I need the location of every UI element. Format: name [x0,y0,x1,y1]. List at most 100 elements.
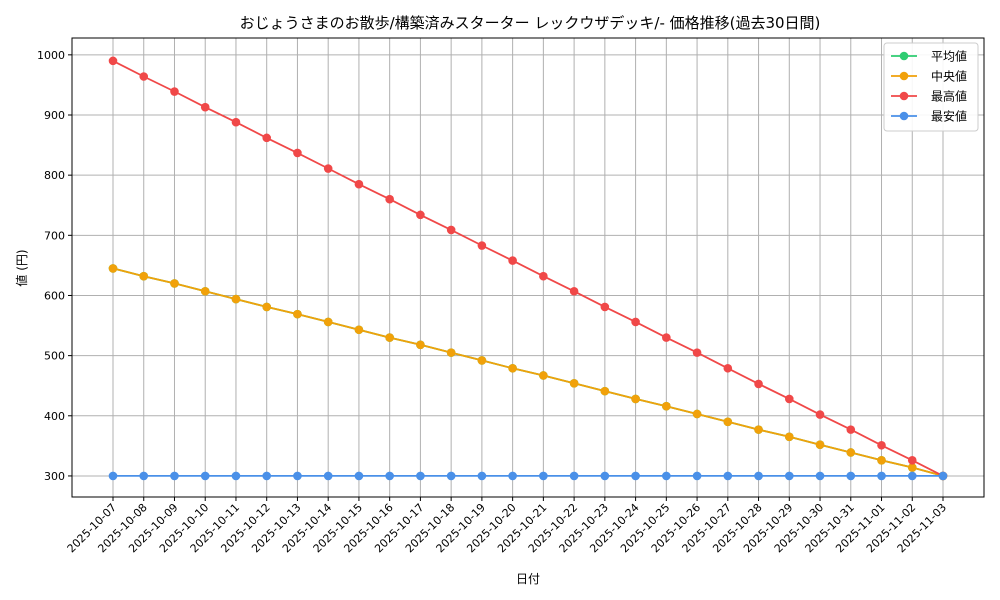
data-point [877,471,886,481]
data-point [385,333,394,342]
y-tick-label: 700 [44,229,65,242]
data-point [539,471,548,481]
data-point [631,317,640,327]
data-point [231,117,241,127]
data-point [600,471,610,481]
data-point [877,456,886,465]
data-point [907,463,917,472]
data-point [539,371,548,380]
data-point [723,471,733,481]
legend-label: 中央値 [931,69,967,84]
data-point [200,102,210,112]
data-point [323,317,333,327]
data-point [231,294,241,304]
data-point [846,471,856,481]
series-3 [108,471,948,481]
data-point [354,179,364,189]
legend-marker [899,51,909,61]
plot-frame [71,37,985,498]
y-tick-label: 300 [44,470,65,483]
data-point [784,471,794,481]
data-point [477,356,487,365]
data-point [416,471,425,481]
data-point [938,471,948,481]
data-point [662,471,671,481]
data-point [446,348,456,357]
y-tick-label: 800 [44,169,65,182]
chart-title: おじょうさまのお散歩/構築済みスターター レックウザデッキ/- 価格推移(過去3… [240,14,821,32]
data-point [293,148,302,158]
y-tick-label: 500 [44,350,65,363]
y-tick-label: 900 [44,109,65,122]
data-point [692,471,702,481]
data-point [784,394,794,404]
data-point [262,302,272,312]
series-line [112,267,944,477]
data-point [416,210,425,220]
data-point [692,409,702,419]
legend-label: 平均値 [931,49,967,64]
data-point [754,471,763,481]
series-line [112,60,944,477]
legend-box [883,42,979,132]
data-point [293,471,302,481]
y-tick-label: 400 [44,410,65,423]
series-1 [108,264,948,481]
series-2 [108,56,948,481]
data-point [446,225,456,235]
data-point [262,133,272,143]
x-axis: 2025-10-072025-10-082025-10-092025-10-10… [65,497,949,555]
data-point [323,164,333,173]
data-point [200,471,210,481]
data-point [539,271,548,281]
data-point [385,194,394,204]
data-point [723,417,733,427]
data-point [477,241,487,250]
legend-marker [899,111,909,121]
data-point [108,471,118,481]
data-point [569,471,579,481]
legend-marker [899,71,909,81]
data-point [508,363,517,373]
data-point [385,471,394,481]
data-point [231,471,241,481]
legend-label: 最高値 [931,89,967,104]
data-point [569,379,579,388]
data-point [170,471,179,481]
data-point [907,456,917,465]
data-point [907,471,917,481]
data-point [692,348,702,357]
data-point [262,471,272,481]
y-tick-label: 1000 [37,49,65,62]
data-point [508,471,517,481]
data-point [108,56,118,66]
data-point [139,271,149,281]
legend-marker [899,91,909,101]
data-point [631,394,640,404]
data-point [815,410,825,419]
data-point [784,432,794,442]
data-point [139,471,149,481]
series-layer [108,56,948,481]
data-point [846,448,856,457]
x-axis-label: 日付 [516,572,540,586]
data-point [170,87,179,96]
data-point [815,440,825,449]
data-point [815,471,825,481]
data-point [108,264,118,273]
data-point [569,286,579,296]
data-point [723,363,733,373]
data-point [477,471,487,481]
data-point [662,401,671,411]
y-tick-label: 600 [44,289,65,302]
data-point [170,279,179,288]
data-point [600,386,610,396]
data-point [631,471,640,481]
data-point [293,309,302,319]
data-point [877,440,886,450]
data-point [139,72,149,81]
data-point [354,325,364,335]
data-point [446,471,456,481]
